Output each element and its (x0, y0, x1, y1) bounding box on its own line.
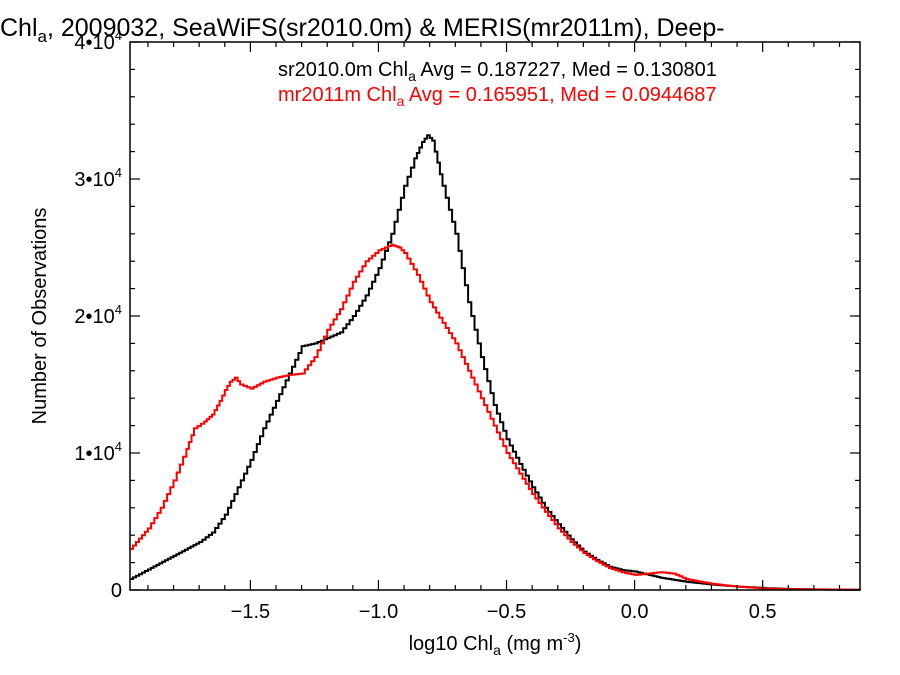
y-tick-label: 3•104 (74, 165, 122, 191)
x-axis-label-sub: a (493, 642, 501, 658)
legend-entry-mr2011m: mr2011m Chla Avg = 0.165951, Med = 0.094… (278, 84, 716, 109)
x-axis-label-post: ) (575, 633, 582, 655)
legend-entry-sr2010.0m: sr2010.0m Chla Avg = 0.187227, Med = 0.1… (278, 59, 717, 84)
x-axis-label: log10 Chla (mg m-3) (409, 630, 582, 658)
plot-lines (130, 134, 861, 591)
y-tick-label: 4•104 (74, 28, 122, 54)
x-tick-label: −0.5 (487, 601, 526, 623)
legend: sr2010.0m Chla Avg = 0.187227, Med = 0.1… (278, 59, 717, 109)
series-line-mr2011m (130, 243, 860, 591)
y-axis-label: Number of Observations (29, 208, 51, 425)
y-tick-label: 1•104 (74, 439, 122, 465)
x-axis-label-mid: (mg m (501, 633, 563, 655)
x-tick-label: −1.0 (359, 601, 398, 623)
chart-title-post: , 2009032, SeaWiFS(sr2010.0m) & MERIS(mr… (47, 14, 725, 42)
chart-title-pre: Chl (0, 14, 38, 42)
y-tick-label: 2•104 (74, 302, 122, 328)
chart-title: Chla, 2009032, SeaWiFS(sr2010.0m) & MERI… (0, 14, 725, 46)
x-axis-label-pre: log10 Chl (409, 633, 494, 655)
y-tick-label: 0 (111, 580, 122, 602)
x-tick-label: 0.5 (749, 601, 777, 623)
x-axis-label-sup: -3 (563, 630, 575, 645)
x-tick-label: 0.0 (621, 601, 649, 623)
x-axis: −1.5 −1.0 −0.5 0.0 0.5 (147, 42, 841, 623)
y-axis: 0 1•104 2•104 3•104 4•104 (74, 28, 860, 602)
chart-title-sub: a (38, 27, 48, 46)
x-tick-label: −1.5 (231, 601, 270, 623)
